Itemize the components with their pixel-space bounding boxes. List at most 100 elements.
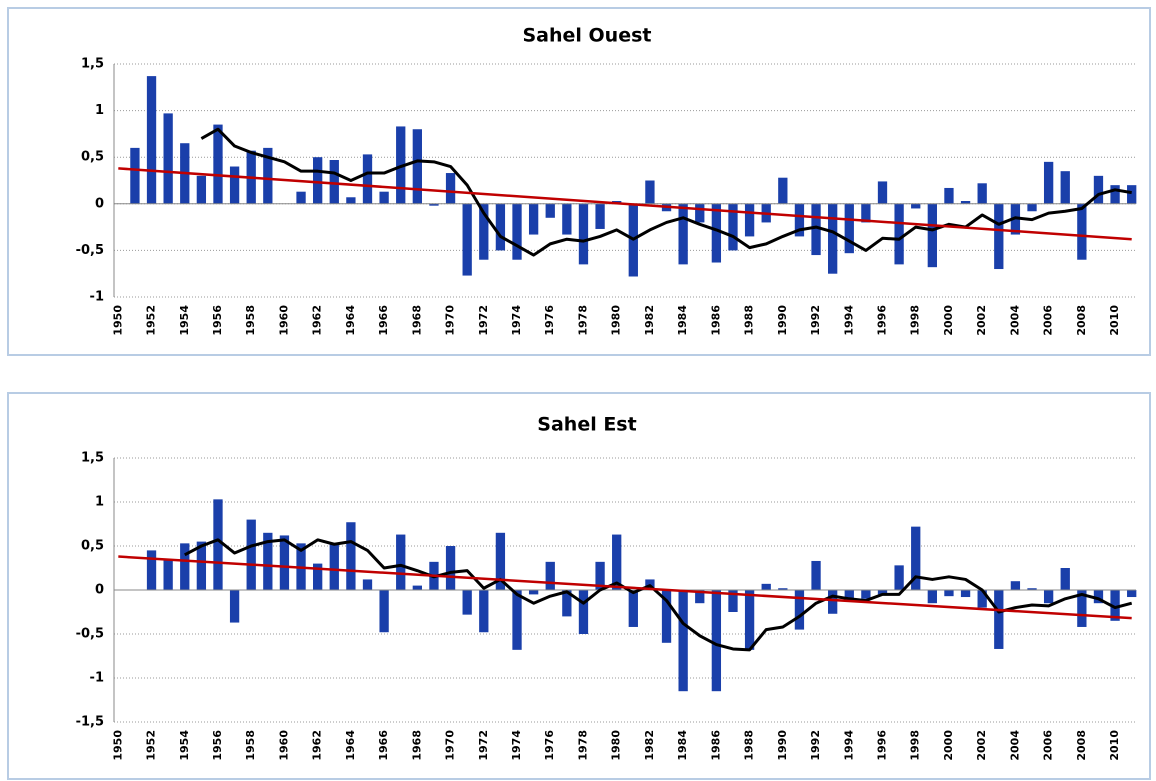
chart-title: Sahel Ouest [522, 25, 651, 47]
x-tick-label: 1952 [145, 730, 158, 761]
y-tick-label: -1 [90, 671, 104, 686]
x-tick-label: 1974 [510, 305, 523, 336]
bar [678, 590, 688, 692]
bar [163, 559, 173, 590]
x-tick-label: 1996 [876, 730, 889, 761]
bar [960, 201, 971, 204]
x-tick-label: 1980 [610, 305, 623, 336]
trend-line [118, 555, 1132, 620]
bar [944, 187, 954, 204]
y-tick-label: 0 [95, 196, 104, 211]
bar [1043, 590, 1054, 604]
bar [479, 203, 489, 260]
x-tick-label: 1954 [178, 730, 191, 761]
bar [761, 583, 771, 590]
chart-frame [7, 7, 1151, 356]
x-tick-label: 2006 [1042, 730, 1055, 761]
x-tick-label: 1980 [610, 730, 623, 761]
bar [146, 76, 157, 204]
bar [678, 203, 688, 265]
bar [877, 590, 888, 595]
x-tick-label: 1974 [510, 730, 523, 761]
x-tick-label: 1976 [543, 305, 556, 336]
trend-line [118, 167, 1132, 241]
bar [462, 590, 472, 615]
x-tick-label: 1972 [477, 730, 490, 761]
bar [994, 203, 1004, 270]
bar [229, 590, 240, 623]
bar [196, 175, 207, 204]
bar [794, 590, 805, 630]
x-tick-label: 1964 [344, 305, 357, 336]
bar [412, 585, 422, 590]
bar [894, 565, 904, 590]
bar [578, 203, 589, 265]
bar [279, 535, 290, 590]
bar [146, 550, 157, 590]
x-tick-label: 1994 [842, 305, 855, 336]
x-tick-label: 2010 [1108, 305, 1121, 336]
y-tick-label: -1,5 [76, 715, 104, 730]
bar [944, 590, 954, 597]
bar [1093, 590, 1104, 604]
x-tick-label: 1966 [377, 305, 390, 336]
bar [412, 129, 422, 204]
bar [911, 526, 921, 590]
bar [296, 191, 306, 204]
bar [196, 541, 207, 590]
bar [562, 203, 572, 235]
x-tick-label: 1978 [576, 305, 589, 336]
bar [744, 590, 755, 650]
bar [263, 147, 273, 204]
bar [977, 590, 987, 608]
x-tick-label: 1960 [277, 730, 290, 761]
x-tick-label: 1960 [277, 305, 290, 336]
x-tick-label: 1992 [809, 305, 822, 336]
bar [1127, 185, 1137, 204]
x-tick-label: 1962 [311, 305, 324, 336]
bar [695, 590, 705, 604]
x-tick-label: 1958 [244, 730, 257, 761]
x-tick-label: 1970 [444, 730, 457, 761]
bar [894, 203, 904, 265]
bar [927, 590, 937, 604]
x-tick-label: 2004 [1008, 305, 1021, 336]
bar [495, 532, 506, 590]
bar [661, 590, 672, 643]
bar [911, 203, 921, 209]
bar [595, 203, 605, 229]
bar [645, 180, 655, 204]
bar [695, 203, 705, 223]
bar [1110, 185, 1120, 204]
x-tick-label: 1978 [576, 730, 589, 761]
bar [728, 590, 738, 612]
moving-average-line [184, 538, 1133, 652]
bar [213, 124, 223, 204]
x-tick-label: 1984 [676, 730, 689, 761]
bar [994, 590, 1004, 649]
bar [612, 534, 622, 590]
bar [711, 203, 722, 263]
bar [595, 561, 605, 590]
x-tick-label: 1968 [410, 305, 423, 336]
x-tick-label: 1996 [876, 305, 889, 336]
x-tick-label: 1998 [909, 730, 922, 761]
bar [346, 522, 356, 590]
bar [1110, 590, 1120, 621]
x-tick-label: 2002 [975, 305, 988, 336]
bar [329, 543, 339, 590]
y-tick-label: -0,5 [76, 243, 104, 258]
x-tick-label: 1952 [145, 305, 158, 336]
bar [528, 590, 539, 595]
bar [130, 147, 140, 204]
x-tick-label: 1950 [111, 305, 124, 336]
bar [545, 203, 555, 218]
bar [213, 499, 223, 590]
bar [578, 590, 589, 634]
x-tick-label: 2002 [975, 730, 988, 761]
x-tick-label: 1988 [743, 730, 756, 761]
bar [512, 590, 522, 650]
bar [728, 203, 738, 251]
bar [445, 173, 456, 204]
